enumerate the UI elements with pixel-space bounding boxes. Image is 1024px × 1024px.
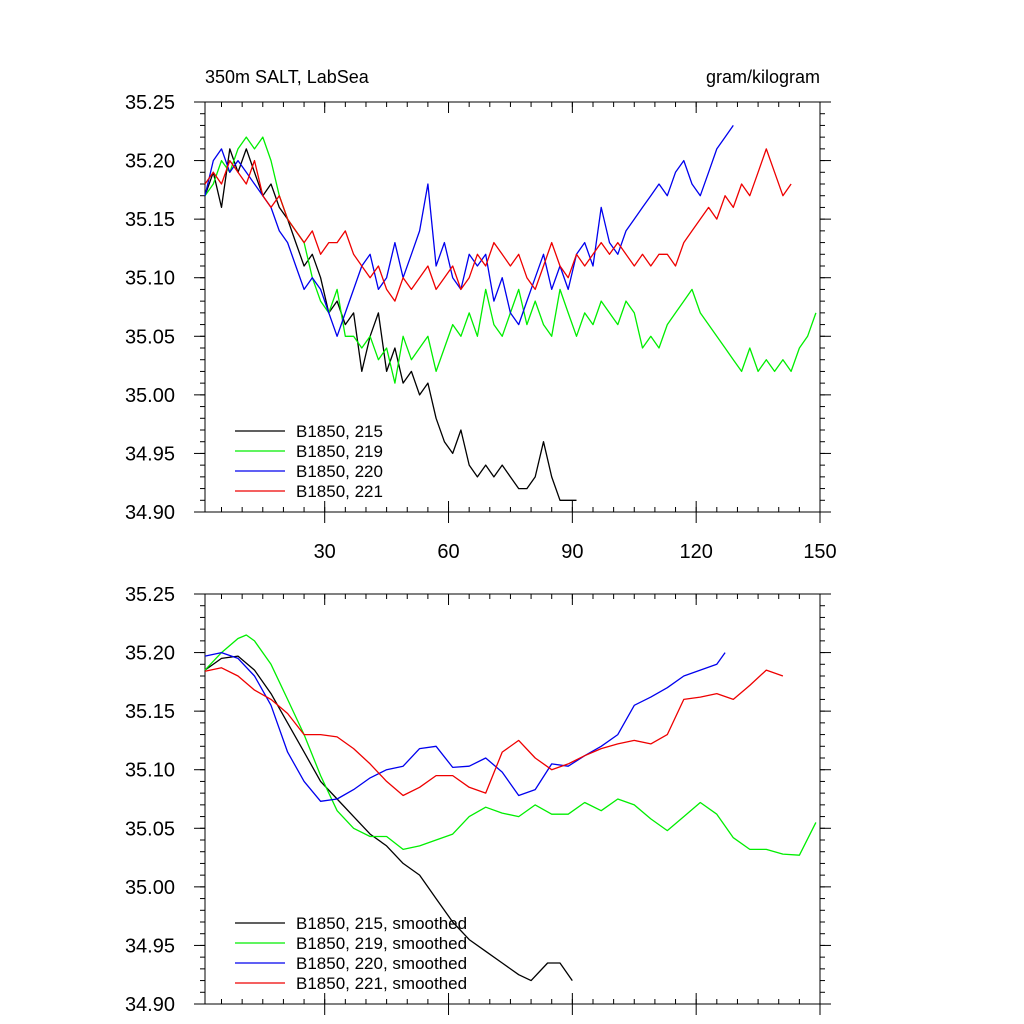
legend-label: B1850, 215 [296, 422, 383, 441]
y-tick-label: 35.15 [125, 701, 175, 723]
series-line-3 [204, 125, 734, 337]
smoothed-salinity-panel: 34.90 34.95 35.00 35.05 35.10 35.15 35.20 35.25… [125, 584, 831, 1016]
y-tick-label: 35.25 [125, 92, 175, 114]
y-tick-label: 35.10 [125, 268, 175, 290]
y-tick-label: 35.20 [125, 151, 175, 173]
raw-salinity-panel: 30 60 90 120 150 34.90 34.95 35.00 35.05 35.10 35.… [125, 92, 837, 563]
x-tick-label: 150 [803, 541, 836, 563]
y-tick-label: 34.90 [125, 502, 175, 524]
plot-title-left: 350m SALT, LabSea [205, 67, 370, 87]
x-tick-label: 30 [314, 541, 336, 563]
series-line-4 [204, 667, 784, 797]
series-line-1 [204, 148, 577, 501]
series-line-2 [204, 634, 817, 856]
y-tick-label: 35.10 [125, 760, 175, 782]
legend-label: B1850, 221 [296, 482, 383, 501]
y-tick-label: 35.00 [125, 385, 175, 407]
series-line-4 [204, 148, 792, 302]
plot-frame [204, 101, 821, 513]
legend-label: B1850, 220, smoothed [296, 954, 467, 973]
x-tick-label: 90 [561, 541, 583, 563]
y-tick-label: 35.05 [125, 818, 175, 840]
series-line-2 [204, 136, 817, 384]
plot-frame [204, 593, 821, 1005]
y-tick-label: 35.25 [125, 584, 175, 606]
y-tick-label: 34.95 [125, 443, 175, 465]
y-tick-label: 35.20 [125, 643, 175, 665]
y-tick-label: 34.90 [125, 994, 175, 1016]
y-tick-label: 35.05 [125, 326, 175, 348]
legend-label: B1850, 220 [296, 462, 383, 481]
y-tick-label: 35.00 [125, 877, 175, 899]
legend-label: B1850, 219 [296, 442, 383, 461]
legend-label: B1850, 221, smoothed [296, 974, 467, 993]
series-line-1 [204, 655, 573, 982]
legend-label: B1850, 215, smoothed [296, 914, 467, 933]
legend-label: B1850, 219, smoothed [296, 934, 467, 953]
series-line-3 [204, 651, 726, 802]
x-tick-label: 120 [679, 541, 712, 563]
x-tick-label: 60 [437, 541, 459, 563]
y-tick-label: 34.95 [125, 935, 175, 957]
y-tick-label: 35.15 [125, 209, 175, 231]
plot-units-right: gram/kilogram [706, 67, 820, 87]
